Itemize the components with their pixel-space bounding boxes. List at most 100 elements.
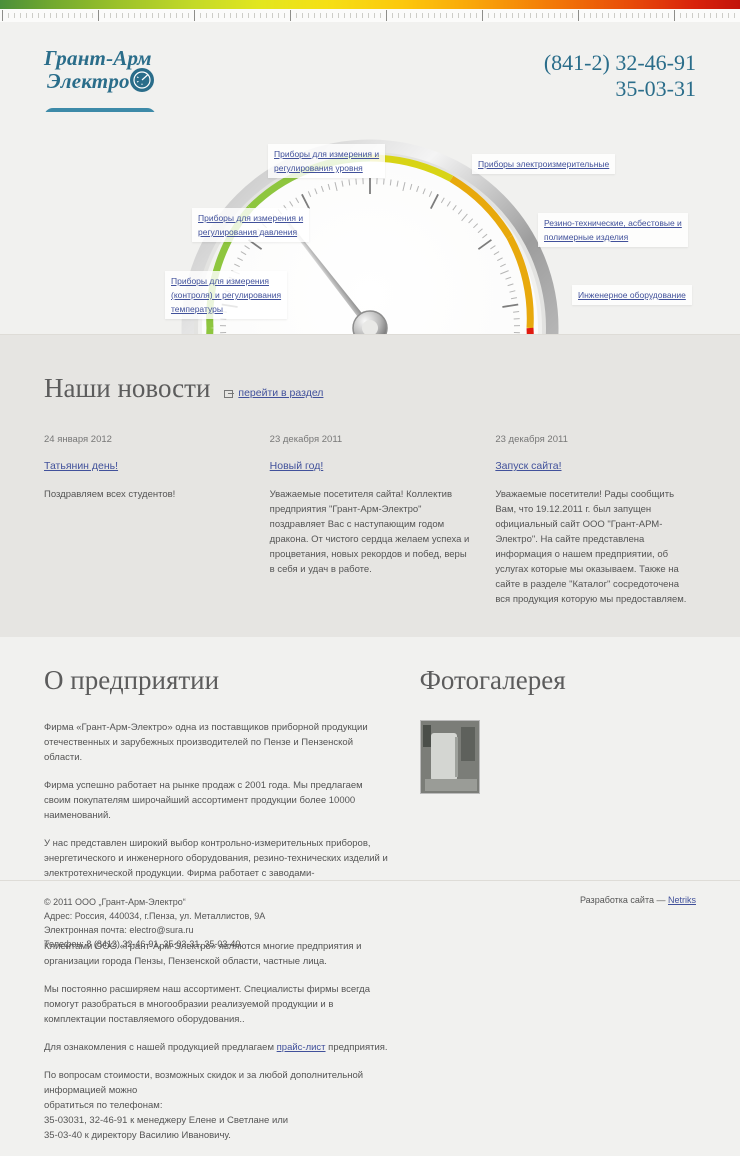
- gauge-label-rubber-line1[interactable]: Резино-технические, асбестовые и: [544, 216, 682, 230]
- news-goto-section-link[interactable]: перейти в раздел: [238, 387, 323, 399]
- ruler-tick: [260, 13, 261, 18]
- thumb-shape-left: [423, 725, 431, 747]
- news-item-text: Уважаемые посетителя сайта! Коллектив пр…: [270, 487, 471, 577]
- ruler-tick: [374, 13, 375, 18]
- gauge-label-temperature-line2[interactable]: (контроля) и регулирования: [171, 288, 281, 302]
- ruler-tick: [476, 13, 477, 18]
- ruler-tick: [212, 13, 213, 18]
- ruler-tick: [440, 13, 441, 18]
- news-item-text: Уважаемые посетители! Рады сообщить Вам,…: [495, 487, 696, 607]
- footer-address: Адрес: Россия, 440034, г.Пенза, ул. Мета…: [44, 909, 265, 923]
- news-item-title[interactable]: Татьянин день!: [44, 460, 245, 472]
- ruler-tick: [578, 10, 579, 21]
- ruler-tick: [74, 13, 75, 18]
- gauge-label-pressure-line1[interactable]: Приборы для измерения и: [198, 211, 303, 225]
- ruler-tick: [356, 13, 357, 18]
- ruler-tick: [692, 13, 693, 18]
- ruler-tick: [668, 13, 669, 18]
- gauge-label-rubber[interactable]: Резино-технические, асбестовые и полимер…: [538, 213, 688, 247]
- news-columns: 24 января 2012 Татьянин день! Поздравляе…: [44, 434, 696, 607]
- news-item-title[interactable]: Запуск сайта!: [495, 460, 696, 472]
- ruler-tick: [458, 13, 459, 18]
- phone-line-1: (841-2) 32-46-91: [544, 50, 696, 76]
- contact-line-1: По вопросам стоимости, возможных скидок …: [44, 1070, 363, 1096]
- ruler-tick: [170, 13, 171, 18]
- news-item-title[interactable]: Новый год!: [270, 460, 471, 472]
- ruler-tick: [398, 13, 399, 18]
- ruler-tick: [560, 13, 561, 18]
- gauge-graphic: Приборы для измерения и регулирования ур…: [160, 118, 580, 334]
- ruler-tick: [614, 13, 615, 18]
- ruler-tick: [446, 13, 447, 18]
- ruler-tick: [710, 13, 711, 18]
- gauge-label-rubber-line2[interactable]: полимерные изделия: [544, 230, 682, 244]
- gauge-label-electro-line1[interactable]: Приборы электроизмерительные: [478, 157, 609, 171]
- ruler-tick: [320, 13, 321, 18]
- news-section: Наши новости перейти в раздел 24 января …: [0, 334, 740, 637]
- gauge-label-temperature-line1[interactable]: Приборы для измерения: [171, 274, 281, 288]
- ruler-tick: [518, 13, 519, 18]
- ruler-tick: [698, 13, 699, 18]
- gauge-label-pressure[interactable]: Приборы для измерения и регулирования да…: [192, 208, 309, 242]
- footer-copyright: © 2011 ООО „Грант-Арм-Электро“: [44, 895, 265, 909]
- ruler-tick: [626, 13, 627, 18]
- ruler-tick: [218, 13, 219, 18]
- ruler-tick: [368, 13, 369, 18]
- gauge-label-level[interactable]: Приборы для измерения и регулирования ур…: [268, 144, 385, 178]
- ruler-tick: [206, 13, 207, 18]
- gallery-thumbnail[interactable]: [420, 720, 480, 794]
- ruler-tick: [650, 13, 651, 18]
- ruler-tick: [674, 10, 675, 21]
- ruler-tick: [2, 10, 3, 21]
- news-goto-section[interactable]: перейти в раздел: [224, 387, 323, 399]
- ruler-tick: [26, 13, 27, 18]
- ruler-tick: [146, 13, 147, 18]
- about-title: О предприятии: [44, 665, 390, 696]
- ruler-tick: [452, 13, 453, 18]
- ruler-tick: [290, 10, 291, 21]
- gauge-label-level-line1[interactable]: Приборы для измерения и: [274, 147, 379, 161]
- footer-developer: Разработка сайта — Netriks: [580, 895, 696, 939]
- about-paragraph: Фирма успешно работает на рынке продаж с…: [44, 778, 390, 823]
- ruler-tick: [230, 13, 231, 18]
- news-header: Наши новости перейти в раздел: [44, 373, 696, 404]
- news-item-date: 24 января 2012: [44, 434, 245, 445]
- spectrum-gradient-bar: [0, 0, 740, 9]
- gauge-label-pressure-line2[interactable]: регулирования давления: [198, 225, 303, 239]
- ruler-tick: [464, 13, 465, 18]
- ruler-tick: [554, 13, 555, 18]
- ruler-tick: [248, 13, 249, 18]
- ruler-tick: [278, 13, 279, 18]
- gauge-label-level-line2[interactable]: регулирования уровня: [274, 161, 379, 175]
- ruler-tick: [662, 13, 663, 18]
- gallery-title: Фотогалерея: [420, 665, 696, 696]
- ruler-tick: [680, 13, 681, 18]
- ruler-tick: [638, 13, 639, 18]
- ruler-tick: [716, 13, 717, 18]
- gauge-label-temperature-line3[interactable]: температуры: [171, 302, 281, 316]
- gauge-label-temperature[interactable]: Приборы для измерения (контроля) и регул…: [165, 271, 287, 319]
- ruler-tick: [572, 13, 573, 18]
- ruler-tick: [128, 13, 129, 18]
- site-logo[interactable]: Грант-Арм Электро: [44, 48, 152, 92]
- contact-line-3: 35-03031, 32-46-91 к менеджеру Елене и С…: [44, 1115, 288, 1126]
- logo-line-2: Электро: [44, 71, 152, 92]
- ruler-tick: [164, 13, 165, 18]
- gauge-label-engineering-line1[interactable]: Инженерное оборудование: [578, 288, 686, 302]
- thumb-shape-right: [461, 727, 475, 761]
- news-section-title: Наши новости: [44, 373, 210, 404]
- ruler-tick: [506, 13, 507, 18]
- logo-line-1: Грант-Арм: [44, 48, 152, 69]
- news-item-text: Поздравляем всех студентов!: [44, 487, 245, 502]
- ruler-tick: [44, 13, 45, 18]
- gauge-label-engineering[interactable]: Инженерное оборудование: [572, 285, 692, 305]
- ruler-tick: [590, 13, 591, 18]
- gauge-label-electro[interactable]: Приборы электроизмерительные: [472, 154, 615, 174]
- ruler-tick: [548, 13, 549, 18]
- footer-developer-link[interactable]: Netriks: [668, 895, 696, 905]
- news-item-date: 23 декабря 2011: [495, 434, 696, 445]
- ruler-tick: [416, 13, 417, 18]
- price-list-link[interactable]: прайс-лист: [277, 1042, 326, 1053]
- ruler-tick: [308, 13, 309, 18]
- ruler-tick: [38, 13, 39, 18]
